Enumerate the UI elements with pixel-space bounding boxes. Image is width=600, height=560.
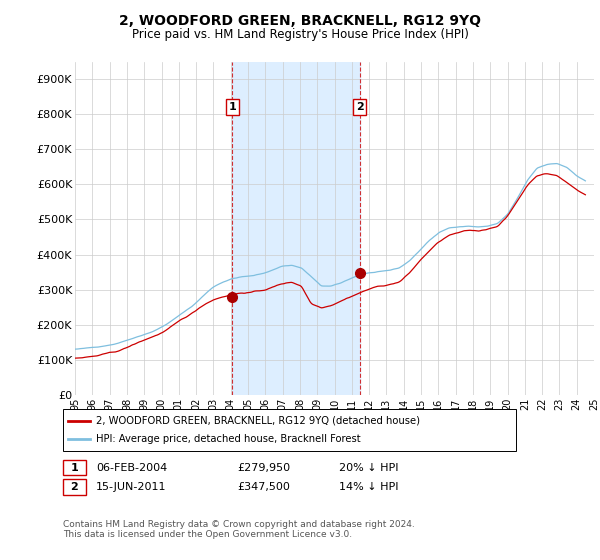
Text: Price paid vs. HM Land Registry's House Price Index (HPI): Price paid vs. HM Land Registry's House … <box>131 28 469 41</box>
Bar <box>232 62 360 395</box>
Text: 2: 2 <box>71 482 78 492</box>
Text: 2: 2 <box>356 102 364 112</box>
Text: 15-JUN-2011: 15-JUN-2011 <box>96 482 167 492</box>
Text: £347,500: £347,500 <box>237 482 290 492</box>
Text: HPI: Average price, detached house, Bracknell Forest: HPI: Average price, detached house, Brac… <box>96 434 361 444</box>
Text: 1: 1 <box>71 463 78 473</box>
Text: 14% ↓ HPI: 14% ↓ HPI <box>339 482 398 492</box>
Text: 1: 1 <box>229 102 236 112</box>
Text: 06-FEB-2004: 06-FEB-2004 <box>96 463 167 473</box>
Text: £279,950: £279,950 <box>237 463 290 473</box>
Text: 2, WOODFORD GREEN, BRACKNELL, RG12 9YQ: 2, WOODFORD GREEN, BRACKNELL, RG12 9YQ <box>119 14 481 28</box>
Text: 20% ↓ HPI: 20% ↓ HPI <box>339 463 398 473</box>
Text: Contains HM Land Registry data © Crown copyright and database right 2024.
This d: Contains HM Land Registry data © Crown c… <box>63 520 415 539</box>
Text: 2, WOODFORD GREEN, BRACKNELL, RG12 9YQ (detached house): 2, WOODFORD GREEN, BRACKNELL, RG12 9YQ (… <box>96 416 420 426</box>
